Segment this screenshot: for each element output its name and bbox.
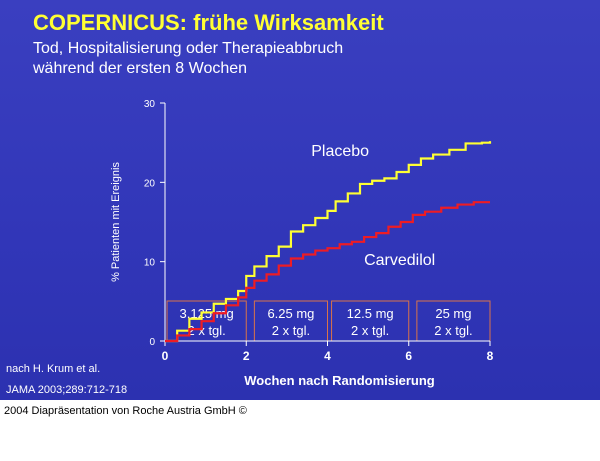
- series-line-placebo: [165, 141, 492, 343]
- dose-label-2: 12.5 mg: [347, 306, 394, 321]
- dose-frequency-2: 2 x tgl.: [351, 323, 389, 338]
- footer-copyright: 2004 Diapräsentation von Roche Austria G…: [4, 405, 247, 417]
- x-axis-title: Wochen nach Randomisierung: [244, 373, 435, 388]
- source-line-1: nach H. Krum et al.: [6, 363, 101, 375]
- dose-label-1: 6.25 mg: [267, 306, 314, 321]
- y-axis-title: % Patienten mit Ereignis: [110, 162, 122, 282]
- y-tick-label-1: 10: [144, 258, 156, 269]
- km-chart: 3.125 mg2 x tgl.6.25 mg2 x tgl.12.5 mg2 …: [110, 99, 494, 388]
- dose-label-3: 25 mg: [435, 306, 471, 321]
- subtitle-line-1: Tod, Hospitalisierung oder Therapieabbru…: [33, 40, 344, 57]
- y-tick-label-3: 30: [144, 99, 156, 110]
- series-label-placebo: Placebo: [311, 143, 369, 160]
- slide-title: COPERNICUS: frühe Wirksamkeit: [33, 10, 384, 35]
- slide: COPERNICUS: frühe Wirksamkeit Tod, Hospi…: [0, 0, 600, 400]
- x-tick-label-0: 0: [162, 349, 169, 363]
- subtitle-line-2: während der ersten 8 Wochen: [33, 60, 248, 77]
- dose-frequency-1: 2 x tgl.: [272, 323, 310, 338]
- y-tick-label-0: 0: [149, 337, 155, 348]
- series-label-carvedilol: Carvedilol: [364, 252, 435, 269]
- series-line-carvedilol: [165, 201, 490, 343]
- dose-frequency-3: 2 x tgl.: [434, 323, 472, 338]
- source-line-2: JAMA 2003;289:712-718: [6, 384, 128, 396]
- slide-subtitle: Tod, Hospitalisierung oder Therapieabbru…: [33, 39, 453, 79]
- y-tick-label-2: 20: [144, 178, 156, 189]
- dose-frequency-0: 2 x tgl.: [187, 323, 225, 338]
- x-tick-label-4: 8: [487, 349, 494, 363]
- x-tick-label-1: 2: [243, 349, 250, 363]
- x-tick-label-3: 6: [405, 349, 412, 363]
- x-tick-label-2: 4: [324, 349, 331, 363]
